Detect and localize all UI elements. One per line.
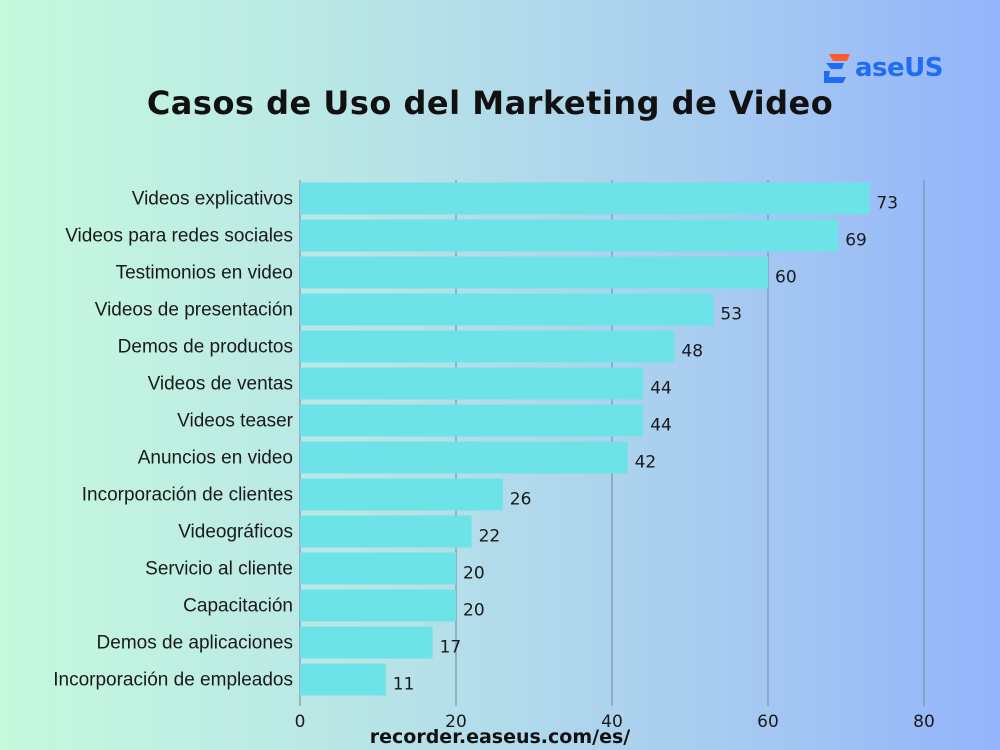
value-label: 20 <box>463 564 485 584</box>
value-label: 60 <box>775 268 797 288</box>
category-label: Videos para redes sociales <box>65 226 293 247</box>
chart-title: Casos de Uso del Marketing de Video <box>146 84 834 122</box>
bar <box>300 441 628 474</box>
x-tick-label: 0 <box>295 712 306 732</box>
easeus-e-logo-icon <box>824 54 850 83</box>
value-label: 11 <box>393 675 415 695</box>
category-label: Videos de ventas <box>148 374 293 395</box>
bar <box>300 330 675 363</box>
value-label: 22 <box>479 527 501 547</box>
bar <box>300 256 768 289</box>
category-label: Demos de aplicaciones <box>97 633 293 654</box>
category-label: Incorporación de clientes <box>82 485 293 506</box>
x-tick-label: 60 <box>757 712 779 732</box>
category-label: Capacitación <box>183 596 293 617</box>
bar <box>300 589 456 622</box>
bar <box>300 663 386 696</box>
value-label: 53 <box>720 305 742 325</box>
category-label: Anuncios en video <box>138 448 293 469</box>
value-label: 48 <box>681 342 703 362</box>
bar <box>300 515 472 548</box>
category-label: Videos de presentación <box>95 300 293 321</box>
category-label: Videos explicativos <box>132 189 293 210</box>
bar <box>300 293 714 326</box>
value-label: 44 <box>650 416 672 436</box>
value-label: 42 <box>635 453 657 473</box>
category-label: Servicio al cliente <box>145 559 293 580</box>
value-label: 26 <box>510 490 532 510</box>
x-tick-label: 80 <box>913 712 935 732</box>
value-label: 69 <box>845 231 867 251</box>
x-tick-label: 20 <box>445 712 467 732</box>
bar <box>300 552 456 585</box>
x-tick-label: 40 <box>601 712 623 732</box>
bar <box>300 182 870 215</box>
value-label: 17 <box>440 638 462 658</box>
category-label: Incorporación de empleados <box>53 670 293 691</box>
footer-url: recorder.easeus.com/es/ <box>369 726 631 748</box>
bar <box>300 478 503 511</box>
bar <box>300 367 644 400</box>
bar <box>300 219 839 252</box>
value-label: 20 <box>463 601 485 621</box>
value-label: 73 <box>876 194 898 214</box>
easeus-logo: aseUS <box>822 48 944 88</box>
value-label: 44 <box>650 379 672 399</box>
bar <box>300 404 644 437</box>
category-label: Demos de productos <box>118 337 293 358</box>
category-label: Videos teaser <box>177 411 294 432</box>
bar <box>300 626 433 659</box>
category-label: Testimonios en video <box>116 263 293 284</box>
category-label: Videográficos <box>178 522 293 543</box>
logo-text: aseUS <box>855 53 944 83</box>
